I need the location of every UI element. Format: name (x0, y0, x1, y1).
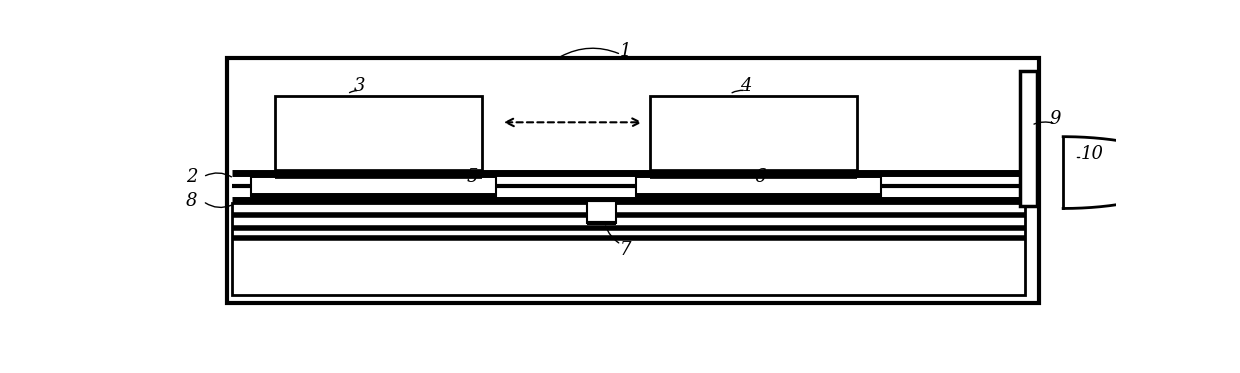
Text: 6: 6 (755, 168, 766, 186)
Bar (650, 97, 857, 174)
Bar (232, 173, 1024, 200)
Bar (227, 58, 1039, 303)
Bar (275, 97, 481, 174)
Text: 5: 5 (466, 168, 477, 186)
Text: 7: 7 (620, 241, 631, 259)
Bar (1019, 70, 1037, 206)
Text: 2: 2 (186, 168, 197, 186)
Text: 10: 10 (1080, 145, 1104, 163)
Text: 9: 9 (1050, 110, 1061, 128)
Text: 8: 8 (186, 192, 197, 210)
Bar (588, 200, 616, 223)
Text: 3: 3 (353, 78, 366, 95)
Bar (635, 174, 880, 195)
Bar (250, 174, 496, 195)
Text: 4: 4 (740, 78, 751, 95)
Text: 1: 1 (620, 42, 631, 60)
Bar (232, 203, 1024, 295)
